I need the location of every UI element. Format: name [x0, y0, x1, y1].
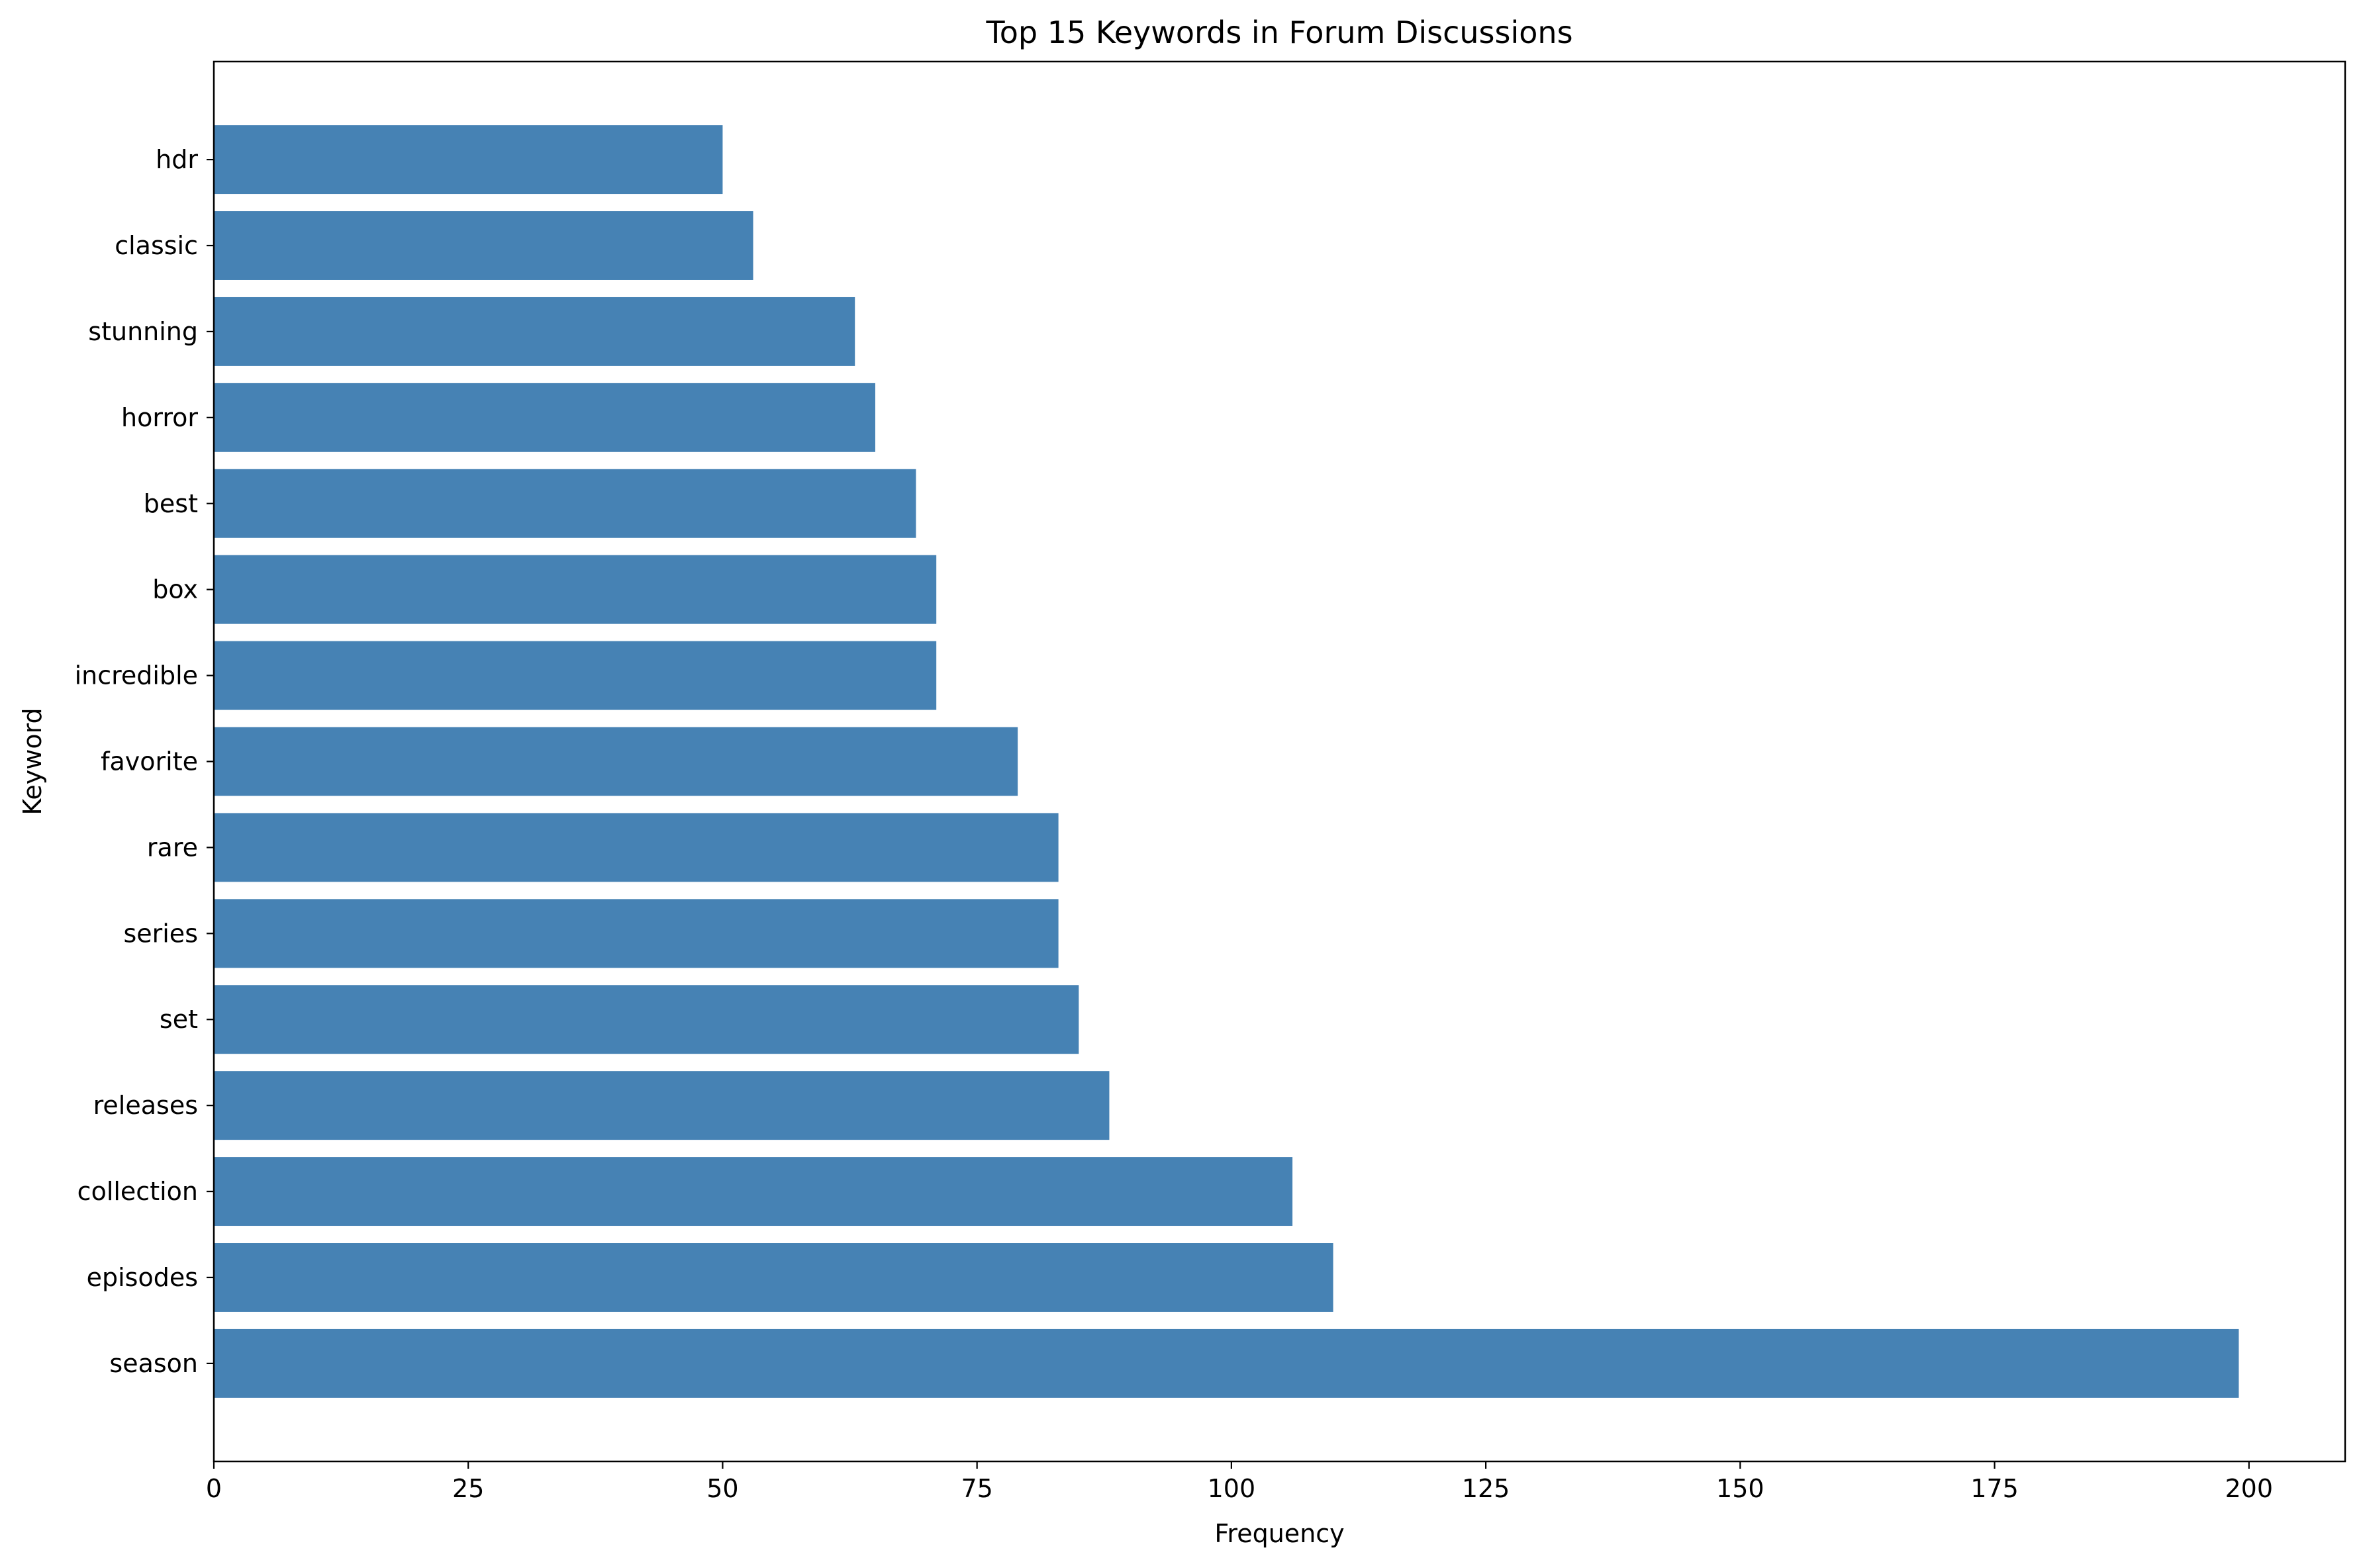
- x-axis-ticks: 0 25 50 75 100 125 150 175 200: [206, 1461, 2273, 1503]
- y-tick-label-classic: classic: [115, 231, 198, 260]
- y-tick-label-releases: releases: [93, 1091, 198, 1120]
- chart-title: Top 15 Keywords in Forum Discussions: [985, 15, 1572, 50]
- x-tick-label-25: 25: [452, 1474, 484, 1503]
- y-tick-label-hdr: hdr: [156, 145, 198, 174]
- x-tick-label-125: 125: [1462, 1474, 1510, 1503]
- y-tick-label-episodes: episodes: [87, 1263, 198, 1292]
- x-tick-label-200: 200: [2225, 1474, 2273, 1503]
- bar-best: [214, 469, 916, 538]
- bar-favorite: [214, 727, 1018, 796]
- y-tick-label-incredible: incredible: [75, 661, 198, 690]
- x-tick-label-75: 75: [961, 1474, 992, 1503]
- x-tick-label-100: 100: [1208, 1474, 1256, 1503]
- bar-hdr: [214, 125, 723, 195]
- y-axis-label: Keyword: [18, 708, 47, 815]
- y-tick-label-collection: collection: [77, 1177, 198, 1206]
- bar-stunning: [214, 297, 855, 366]
- bar-releases: [214, 1071, 1110, 1140]
- y-tick-label-favorite: favorite: [101, 747, 198, 776]
- x-axis-label: Frequency: [1214, 1519, 1344, 1548]
- bars-group: [214, 125, 2239, 1398]
- y-tick-label-stunning: stunning: [88, 317, 198, 346]
- y-tick-label-series: series: [123, 919, 198, 948]
- y-tick-label-set: set: [160, 1005, 198, 1034]
- x-tick-label-175: 175: [1970, 1474, 2019, 1503]
- bar-box: [214, 555, 937, 624]
- plot-area-frame: [213, 60, 2346, 1463]
- bar-season: [214, 1328, 2239, 1398]
- x-tick-label-0: 0: [206, 1474, 222, 1503]
- y-tick-label-season: season: [109, 1349, 198, 1378]
- x-tick-label-50: 50: [706, 1474, 738, 1503]
- y-tick-label-box: box: [152, 575, 198, 604]
- y-tick-label-rare: rare: [147, 833, 198, 862]
- bar-rare: [214, 813, 1059, 882]
- bar-set: [214, 985, 1079, 1054]
- bar-horror: [214, 383, 875, 452]
- bar-series: [214, 899, 1059, 968]
- bar-collection: [214, 1157, 1293, 1226]
- y-axis-ticks: season episodes collection releases set serie…: [75, 145, 214, 1378]
- y-tick-label-best: best: [144, 489, 198, 518]
- bar-incredible: [214, 641, 937, 710]
- bar-episodes: [214, 1243, 1333, 1312]
- x-tick-label-150: 150: [1716, 1474, 1764, 1503]
- bar-classic: [214, 211, 753, 280]
- y-tick-label-horror: horror: [121, 403, 198, 432]
